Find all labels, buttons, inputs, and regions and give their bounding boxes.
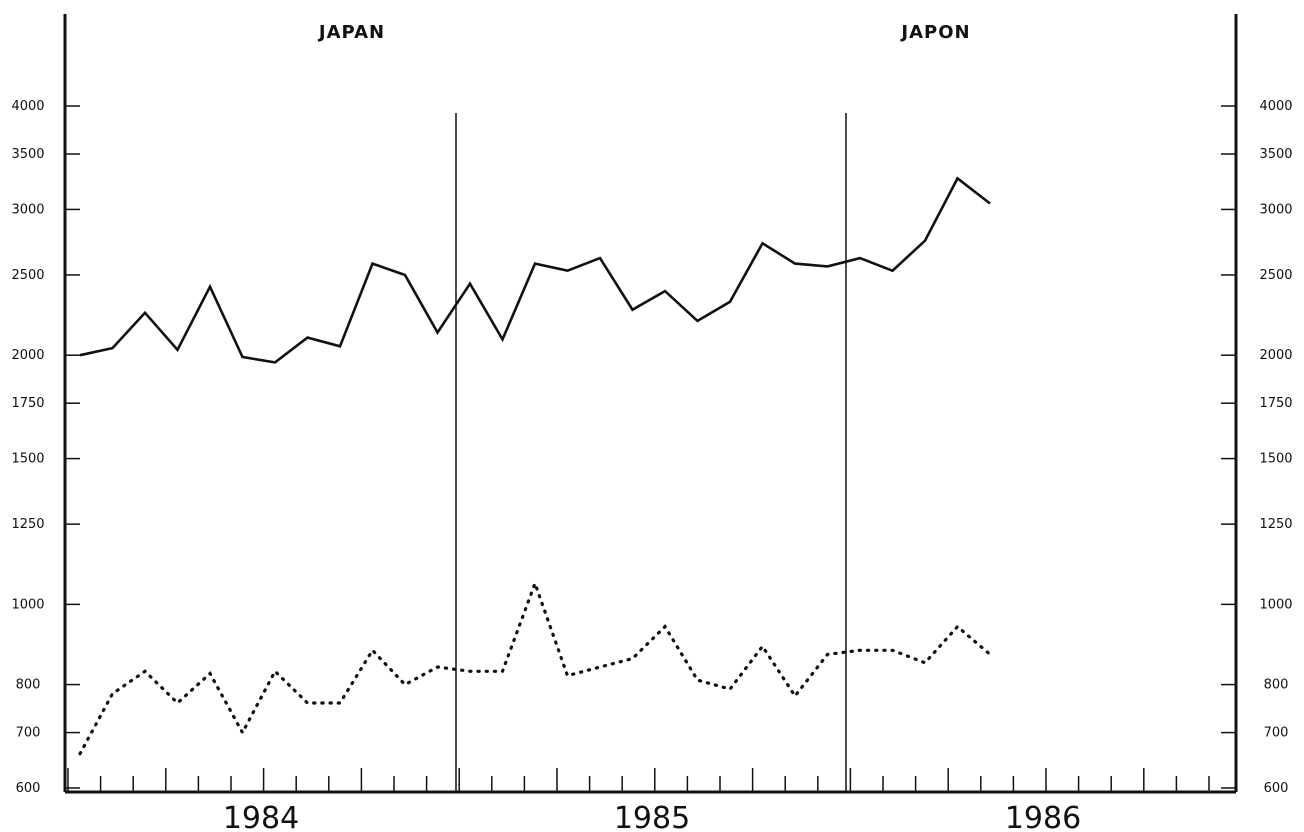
y-tick-label-left: 2000	[11, 348, 44, 363]
y-tick-label-right: 700	[1264, 726, 1289, 741]
x-year-label: 1985	[614, 801, 690, 832]
title-left: JAPAN	[317, 22, 385, 43]
y-tick-label-right: 4000	[1259, 99, 1292, 114]
y-tick-label-left: 1750	[11, 396, 44, 411]
y-tick-label-left: 3500	[11, 147, 44, 162]
y-tick-label-left: 1000	[11, 597, 44, 612]
y-tick-label-right: 1750	[1259, 396, 1292, 411]
series-line-solid	[79, 176, 991, 364]
y-tick-label-right: 1000	[1259, 597, 1292, 612]
y-tick-label-right: 2000	[1259, 348, 1292, 363]
y-tick-label-right: 3000	[1259, 202, 1292, 217]
x-year-label: 1986	[1005, 801, 1081, 832]
y-tick-label-left: 1250	[11, 517, 44, 532]
y-tick-label-left: 600	[16, 781, 41, 796]
y-tick-label-left: 3000	[11, 202, 44, 217]
y-tick-label-left: 4000	[11, 99, 44, 114]
series-line-dotted	[78, 578, 992, 756]
y-tick-label-right: 1500	[1259, 452, 1292, 467]
y-tick-label-left: 800	[16, 678, 41, 693]
y-tick-label-right: 600	[1264, 781, 1289, 796]
y-tick-label-right: 1250	[1259, 517, 1292, 532]
y-tick-label-left: 700	[16, 726, 41, 741]
y-tick-label-right: 3500	[1259, 147, 1292, 162]
y-tick-label-left: 1500	[11, 452, 44, 467]
y-tick-label-right: 800	[1264, 678, 1289, 693]
y-tick-label-left: 2500	[11, 268, 44, 283]
x-year-label: 1984	[223, 801, 299, 832]
y-tick-label-right: 2500	[1259, 268, 1292, 283]
title-right: JAPON	[899, 22, 970, 43]
